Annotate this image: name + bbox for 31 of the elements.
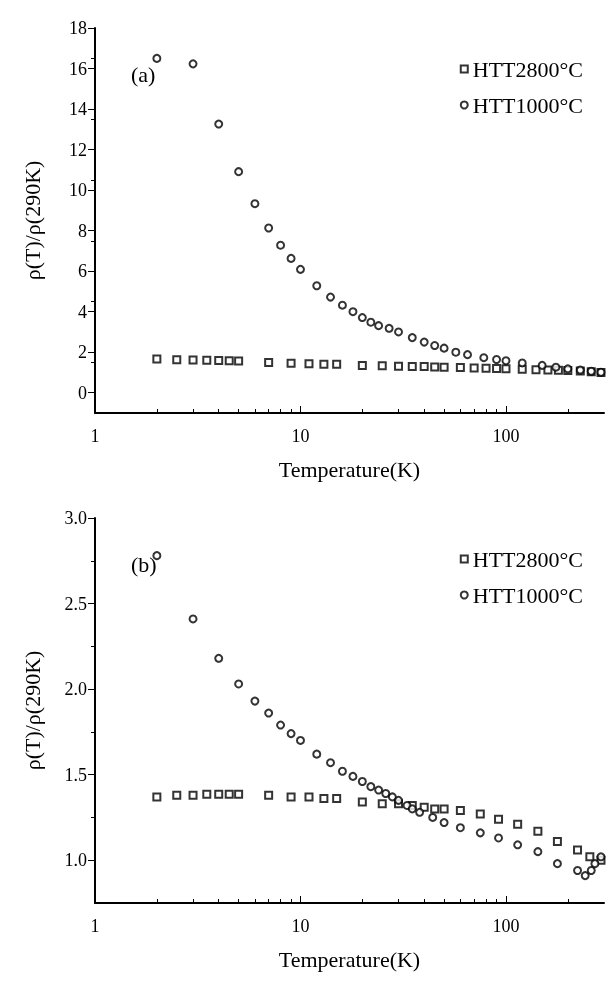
y-tick-label: 16 <box>69 58 87 79</box>
y-tick-label: 0 <box>78 382 87 403</box>
legend-label: HTT2800°C <box>472 56 584 82</box>
y-tick-label: 4 <box>78 301 87 322</box>
x-tick-label: 10 <box>291 426 310 446</box>
annotation: (b) <box>131 551 157 577</box>
x-tick-label: 10 <box>291 916 310 936</box>
annotation: (a) <box>131 61 156 87</box>
y-tick-label: 2.5 <box>64 593 87 614</box>
x-axis-title: Temperature(K) <box>278 456 421 482</box>
y-tick-label: 2 <box>78 342 87 363</box>
y-tick-label: 3.0 <box>64 508 87 528</box>
y-tick-label: 1.0 <box>64 850 87 871</box>
y-tick-label: 14 <box>69 99 87 120</box>
y-tick-label: 2.0 <box>64 679 87 700</box>
x-tick-label: 100 <box>492 426 520 446</box>
y-tick-label: 10 <box>69 180 87 201</box>
legend-label: HTT1000°C <box>472 582 584 608</box>
x-tick-label: 1 <box>90 916 100 936</box>
y-tick-label: 1.5 <box>64 764 87 785</box>
y-axis-title: ρ(T)/ρ(290K) <box>19 160 45 281</box>
y-tick-label: 18 <box>69 18 87 38</box>
y-tick-label: 12 <box>69 139 87 160</box>
legend-label: HTT2800°C <box>472 546 584 572</box>
x-tick-label: 100 <box>492 916 520 936</box>
y-axis-title: ρ(T)/ρ(290K) <box>19 650 45 771</box>
y-tick-label: 6 <box>78 261 87 282</box>
legend-label: HTT1000°C <box>472 92 584 118</box>
y-tick-label: 8 <box>78 220 87 241</box>
x-tick-label: 1 <box>90 426 100 446</box>
x-axis-title: Temperature(K) <box>278 946 421 972</box>
